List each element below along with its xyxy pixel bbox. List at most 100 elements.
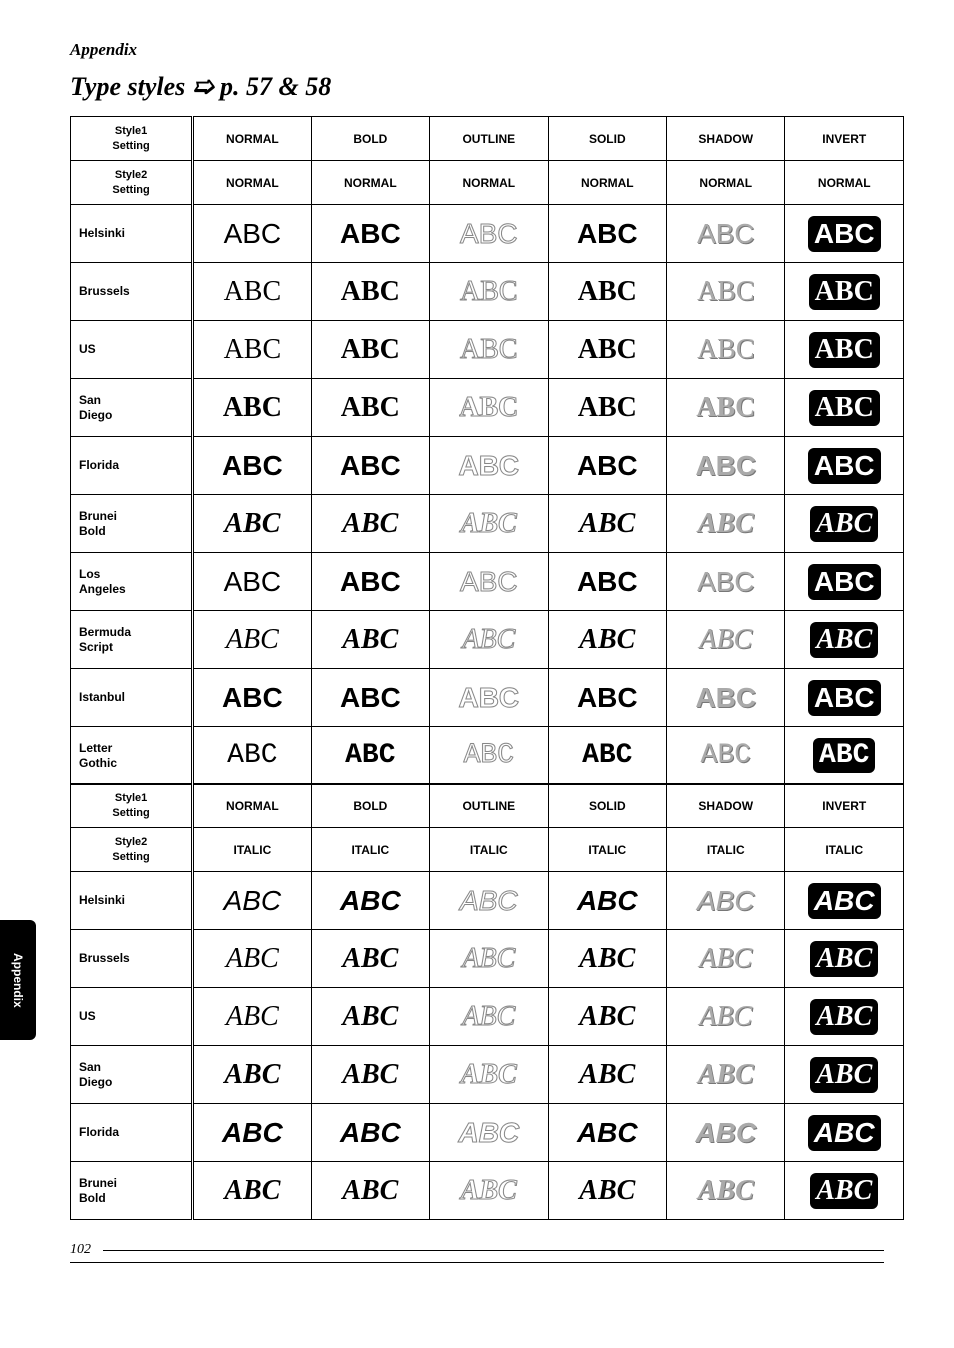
column-header: INVERT [785, 784, 904, 828]
font-sample-cell: ABC [785, 379, 904, 437]
font-sample-cell: ABC [548, 437, 666, 495]
appendix-header: Appendix [70, 40, 884, 60]
sample-text: ABC [226, 943, 279, 974]
font-sample-cell: ABC [667, 495, 785, 553]
font-name-label: LosAngeles [71, 553, 193, 611]
sample-text: ABC [462, 1001, 515, 1032]
sample-text: ABC [695, 450, 756, 481]
sample-text: ABC [458, 682, 519, 713]
font-sample-cell: ABC [311, 321, 429, 379]
page-title: Type styles ➯ p. 57 & 58 [70, 72, 884, 102]
sample-text: ABC [698, 508, 754, 539]
sample-text: ABC [458, 1117, 519, 1148]
font-sample-cell: ABC [785, 205, 904, 263]
font-sample-cell: ABC [430, 495, 548, 553]
font-name-label: SanDiego [71, 379, 193, 437]
sample-text: ABC [461, 1175, 517, 1206]
font-sample-cell: ABC [430, 669, 548, 727]
sample-text: ABC [578, 392, 637, 423]
font-sample-cell: ABC [430, 988, 548, 1046]
font-sample-cell: ABC [311, 1046, 429, 1104]
font-sample-cell: ABC [430, 379, 548, 437]
font-sample-cell: ABC [430, 1046, 548, 1104]
font-name-label: Istanbul [71, 669, 193, 727]
sample-text: ABC [342, 1059, 398, 1090]
font-name-label: BermudaScript [71, 611, 193, 669]
sample-text: ABC [810, 506, 878, 542]
sample-text: ABC [577, 885, 638, 916]
font-sample-cell: ABC [667, 263, 785, 321]
sample-text: ABC [224, 276, 282, 307]
sample-text: ABC [341, 276, 400, 307]
sample-text: ABC [577, 682, 638, 713]
sample-text: ABC [342, 1001, 398, 1032]
font-name-label: Helsinki [71, 872, 193, 930]
sample-text: ABC [464, 740, 514, 771]
sample-text: ABC [695, 1117, 756, 1148]
page-number: 102 [70, 1242, 884, 1263]
font-sample-cell: ABC [785, 988, 904, 1046]
sample-text: ABC [697, 218, 755, 249]
sample-text: ABC [342, 943, 398, 974]
style2-setting-label: Style2Setting [71, 161, 193, 205]
font-sample-cell: ABC [430, 872, 548, 930]
style2-row-value: NORMAL [667, 161, 785, 205]
sample-text: ABC [577, 1117, 638, 1148]
sample-text: ABC [579, 1001, 635, 1032]
sample-text: ABC [224, 566, 282, 597]
sample-text: ABC [696, 392, 755, 423]
font-sample-cell: ABC [311, 379, 429, 437]
sample-text: ABC [341, 392, 400, 423]
font-sample-cell: ABC [193, 727, 311, 785]
sample-text: ABC [579, 1059, 635, 1090]
font-sample-cell: ABC [430, 1162, 548, 1220]
font-sample-cell: ABC [311, 263, 429, 321]
font-sample-cell: ABC [548, 1046, 666, 1104]
style2-row-value: ITALIC [548, 828, 666, 872]
sample-text: ABC [340, 566, 401, 597]
sample-text: ABC [342, 1175, 398, 1206]
font-sample-cell: ABC [430, 1104, 548, 1162]
sample-text: ABC [578, 276, 637, 307]
font-sample-cell: ABC [785, 1104, 904, 1162]
font-sample-cell: ABC [667, 669, 785, 727]
font-sample-cell: ABC [430, 205, 548, 263]
font-sample-cell: ABC [430, 727, 548, 785]
font-name-label: Helsinki [71, 205, 193, 263]
sample-text: ABC [223, 392, 282, 423]
sample-text: ABC [810, 999, 878, 1035]
font-sample-cell: ABC [311, 553, 429, 611]
font-sample-cell: ABC [193, 321, 311, 379]
column-header: OUTLINE [430, 784, 548, 828]
sample-text: ABC [462, 943, 515, 974]
sample-text: ABC [224, 1059, 280, 1090]
sample-text: ABC [462, 624, 515, 655]
font-sample-cell: ABC [667, 988, 785, 1046]
sample-text: ABC [340, 450, 401, 481]
style1-setting-label: Style1Setting [71, 784, 193, 828]
font-sample-cell: ABC [785, 611, 904, 669]
style2-row-value: NORMAL [785, 161, 904, 205]
sample-text: ABC [227, 740, 277, 771]
sample-text: ABC [701, 740, 751, 771]
font-sample-cell: ABC [785, 495, 904, 553]
column-header: INVERT [785, 117, 904, 161]
sample-text: ABC [342, 508, 398, 539]
style2-row-value: ITALIC [311, 828, 429, 872]
font-sample-cell: ABC [548, 872, 666, 930]
page-footer-line [103, 1250, 884, 1251]
sample-text: ABC [461, 1059, 517, 1090]
font-sample-cell: ABC [193, 669, 311, 727]
column-header: SOLID [548, 784, 666, 828]
font-sample-cell: ABC [193, 379, 311, 437]
font-sample-cell: ABC [193, 1046, 311, 1104]
font-sample-cell: ABC [548, 379, 666, 437]
font-sample-cell: ABC [193, 930, 311, 988]
font-sample-cell: ABC [667, 1162, 785, 1220]
font-sample-cell: ABC [311, 1162, 429, 1220]
font-sample-cell: ABC [311, 1104, 429, 1162]
font-sample-cell: ABC [667, 379, 785, 437]
sample-text: ABC [577, 450, 638, 481]
sample-text: ABC [460, 334, 518, 365]
sample-text: ABC [226, 624, 279, 655]
